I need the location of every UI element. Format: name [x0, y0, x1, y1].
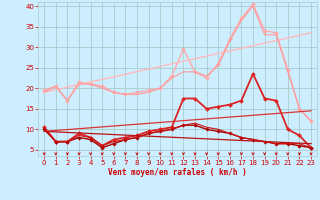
- X-axis label: Vent moyen/en rafales ( km/h ): Vent moyen/en rafales ( km/h ): [108, 168, 247, 177]
